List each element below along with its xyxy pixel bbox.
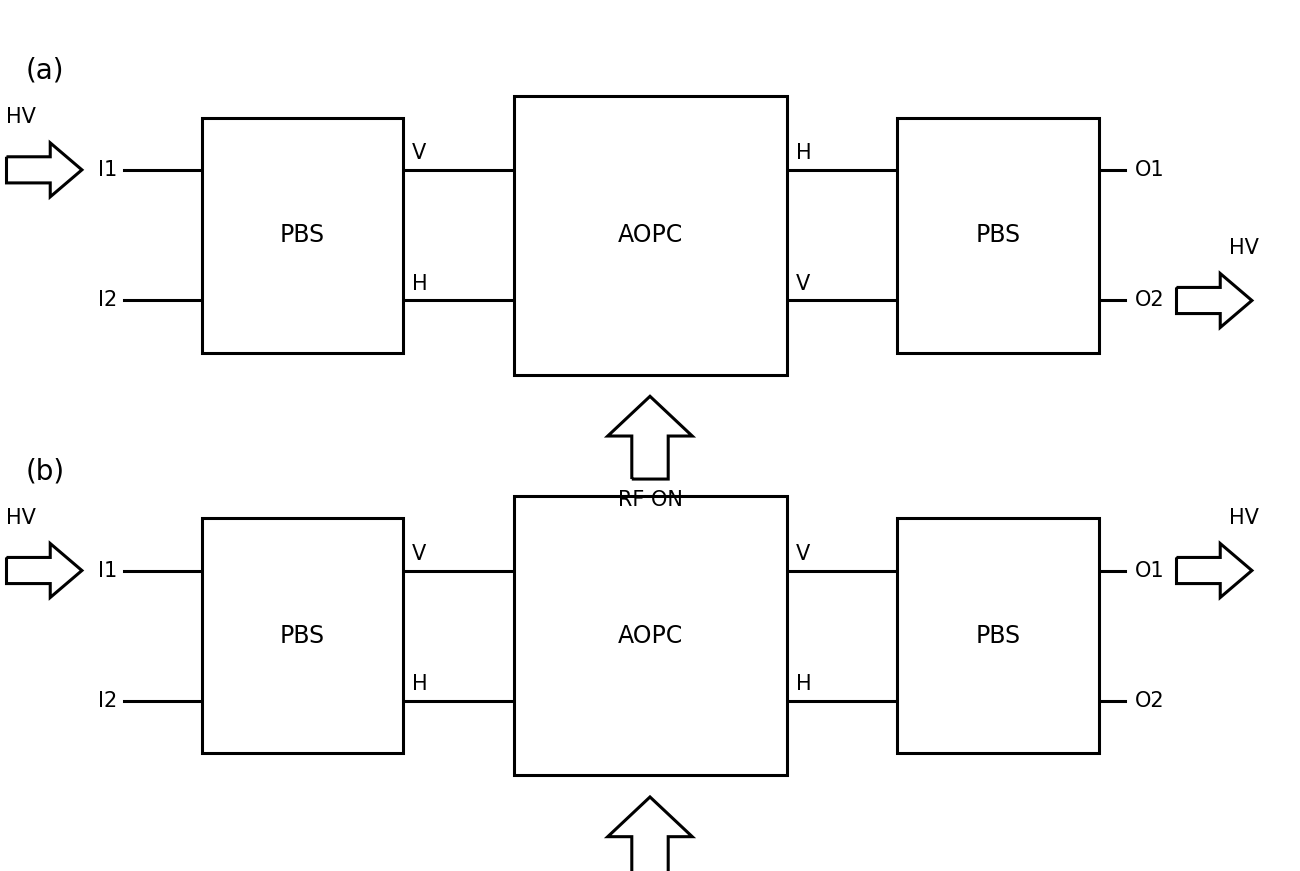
Text: HV: HV: [6, 508, 36, 528]
Text: V: V: [412, 544, 426, 564]
Text: V: V: [412, 143, 426, 163]
Text: AOPC: AOPC: [618, 624, 682, 648]
Text: (a): (a): [26, 57, 65, 84]
Text: H: H: [412, 674, 428, 694]
Bar: [897, 118, 1098, 353]
Text: O2: O2: [1135, 692, 1165, 711]
Text: PBS: PBS: [280, 624, 325, 648]
Text: H: H: [796, 143, 811, 163]
Text: O1: O1: [1135, 160, 1165, 179]
Bar: [514, 96, 786, 375]
Text: I1: I1: [98, 160, 117, 179]
Text: O2: O2: [1135, 291, 1165, 310]
Text: I2: I2: [98, 291, 117, 310]
Text: RF ON: RF ON: [618, 490, 682, 510]
Bar: [202, 118, 403, 353]
Text: H: H: [796, 674, 811, 694]
Text: I2: I2: [98, 692, 117, 711]
Text: V: V: [796, 544, 810, 564]
Text: HV: HV: [1228, 238, 1258, 258]
Text: H: H: [412, 273, 428, 294]
Text: I1: I1: [98, 561, 117, 580]
Text: PBS: PBS: [975, 624, 1020, 648]
Text: AOPC: AOPC: [618, 223, 682, 247]
Text: V: V: [796, 273, 810, 294]
Bar: [514, 496, 786, 775]
Text: PBS: PBS: [975, 223, 1020, 247]
Text: (b): (b): [26, 457, 65, 485]
Text: PBS: PBS: [280, 223, 325, 247]
Text: O1: O1: [1135, 561, 1165, 580]
Text: HV: HV: [6, 107, 36, 127]
Bar: [897, 518, 1098, 753]
Bar: [202, 518, 403, 753]
Text: HV: HV: [1228, 508, 1258, 528]
